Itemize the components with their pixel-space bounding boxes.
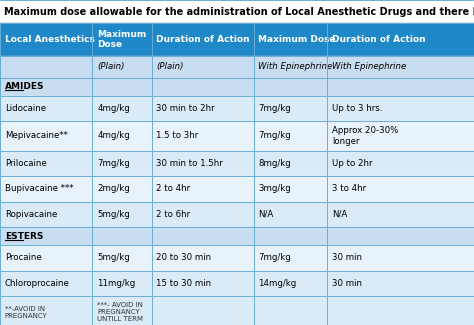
Text: Local Anesthetics: Local Anesthetics	[5, 35, 95, 44]
Bar	[0, 23, 474, 56]
Text: 11mg/kg: 11mg/kg	[97, 279, 136, 288]
Text: 15 to 30 min: 15 to 30 min	[156, 279, 211, 288]
Text: Duration of Action: Duration of Action	[156, 35, 250, 44]
Bar	[0, 202, 474, 227]
Text: 4mg/kg: 4mg/kg	[97, 104, 130, 113]
Text: 7mg/kg: 7mg/kg	[258, 131, 291, 140]
Text: 30 min to 2hr: 30 min to 2hr	[156, 104, 215, 113]
Text: Ropivacaine: Ropivacaine	[5, 210, 57, 219]
Bar	[0, 78, 474, 96]
Text: 5mg/kg: 5mg/kg	[97, 210, 130, 219]
Text: N/A: N/A	[332, 210, 347, 219]
Text: **-AVOID IN
PREGNANCY: **-AVOID IN PREGNANCY	[5, 306, 47, 319]
Text: Prilocaine: Prilocaine	[5, 159, 46, 168]
Text: 20 to 30 min: 20 to 30 min	[156, 254, 211, 262]
Text: Maximum
Dose: Maximum Dose	[97, 30, 146, 49]
Bar	[0, 150, 474, 176]
Text: 7mg/kg: 7mg/kg	[258, 254, 291, 262]
Text: Up to 3 hrs.: Up to 3 hrs.	[332, 104, 382, 113]
Text: Maximum Dose: Maximum Dose	[258, 35, 336, 44]
Text: 5mg/kg: 5mg/kg	[97, 254, 130, 262]
Text: Mepivacaine**: Mepivacaine**	[5, 131, 68, 140]
Text: ESTERS: ESTERS	[5, 232, 43, 240]
Text: 2 to 4hr: 2 to 4hr	[156, 184, 191, 193]
Text: Duration of Action: Duration of Action	[332, 35, 426, 44]
Text: 2 to 6hr: 2 to 6hr	[156, 210, 191, 219]
Text: 7mg/kg: 7mg/kg	[97, 159, 130, 168]
Text: 3mg/kg: 3mg/kg	[258, 184, 291, 193]
Text: Maximum dose allowable for the administration of Local Anesthetic Drugs and ther: Maximum dose allowable for the administr…	[4, 7, 474, 17]
Text: 2mg/kg: 2mg/kg	[97, 184, 130, 193]
Text: AMIDES: AMIDES	[5, 82, 44, 91]
Bar	[0, 296, 474, 325]
Text: 30 min to 1.5hr: 30 min to 1.5hr	[156, 159, 223, 168]
Bar	[0, 227, 474, 245]
Text: With Epinephrine: With Epinephrine	[258, 62, 333, 72]
Text: (Plain): (Plain)	[156, 62, 184, 72]
Bar	[0, 121, 474, 150]
Bar	[0, 245, 474, 271]
Text: 3 to 4hr: 3 to 4hr	[332, 184, 366, 193]
Text: With Epinephrine: With Epinephrine	[332, 62, 406, 72]
Text: N/A: N/A	[258, 210, 273, 219]
Text: Procaine: Procaine	[5, 254, 42, 262]
Text: (Plain): (Plain)	[97, 62, 125, 72]
Text: 7mg/kg: 7mg/kg	[258, 104, 291, 113]
Bar	[0, 176, 474, 202]
Bar	[0, 0, 474, 23]
Text: Lidocaine: Lidocaine	[5, 104, 46, 113]
Bar	[0, 56, 474, 78]
Text: Chloroprocaine: Chloroprocaine	[5, 279, 70, 288]
Text: 4mg/kg: 4mg/kg	[97, 131, 130, 140]
Text: 8mg/kg: 8mg/kg	[258, 159, 291, 168]
Text: Up to 2hr: Up to 2hr	[332, 159, 372, 168]
Text: 30 min: 30 min	[332, 279, 362, 288]
Text: Approx 20-30%
longer: Approx 20-30% longer	[332, 126, 398, 146]
Text: Bupivacaine ***: Bupivacaine ***	[5, 184, 73, 193]
Text: 14mg/kg: 14mg/kg	[258, 279, 297, 288]
Text: ***- AVOID IN
PREGNANCY
UNTILL TERM: ***- AVOID IN PREGNANCY UNTILL TERM	[97, 303, 143, 322]
Bar	[0, 271, 474, 296]
Text: 30 min: 30 min	[332, 254, 362, 262]
Bar	[0, 96, 474, 121]
Text: 1.5 to 3hr: 1.5 to 3hr	[156, 131, 199, 140]
